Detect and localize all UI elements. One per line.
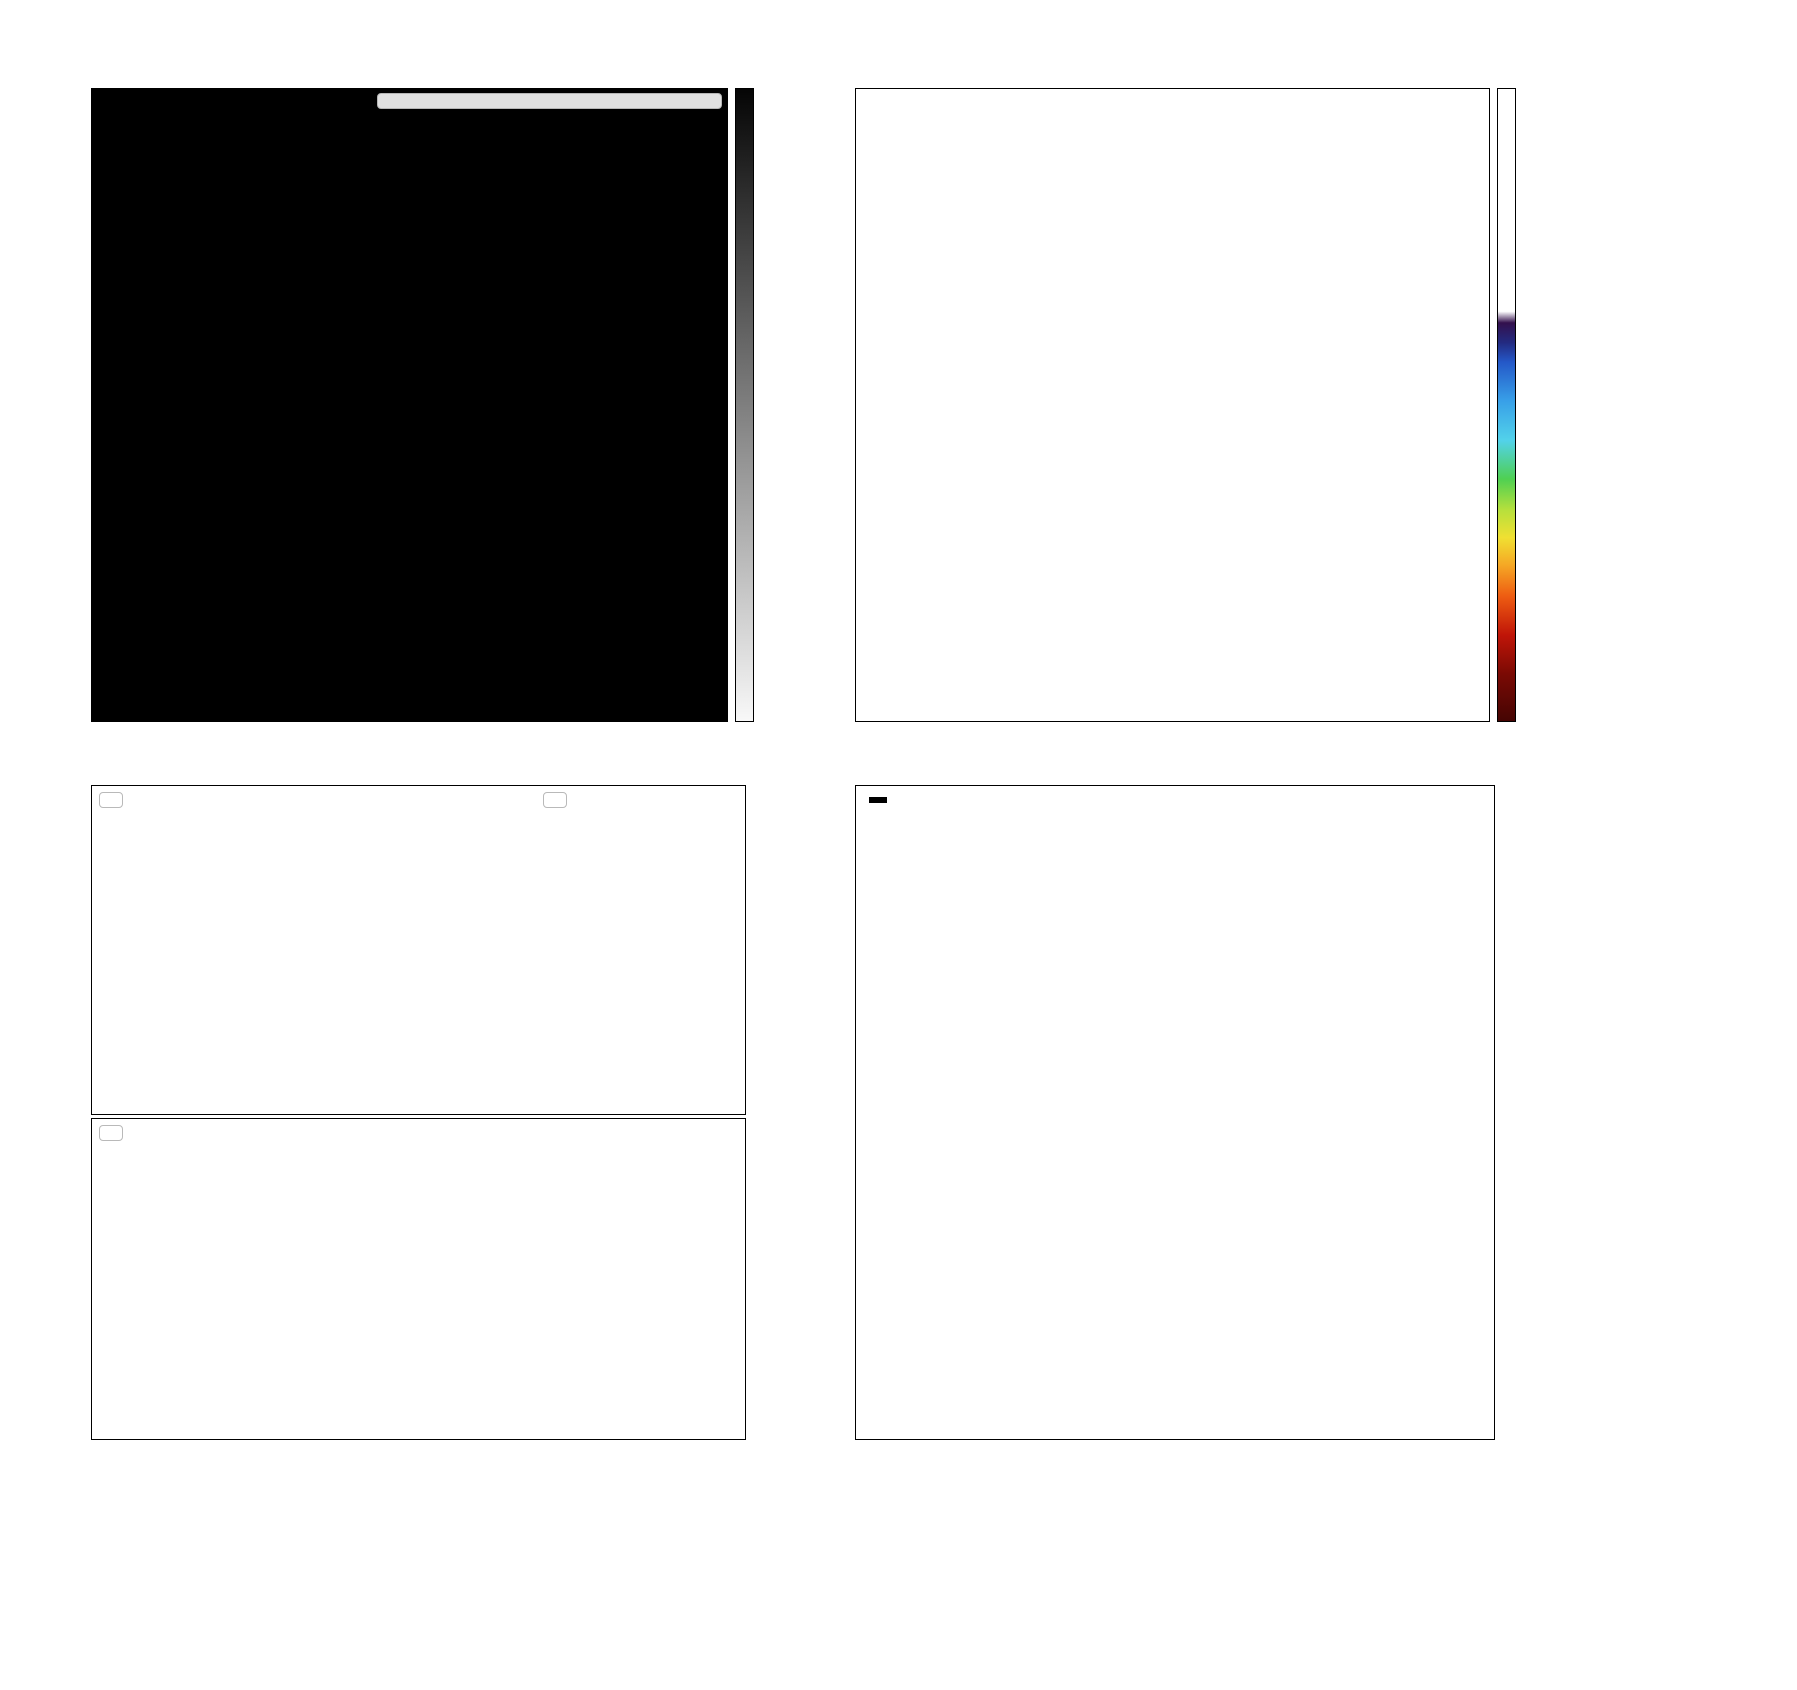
wind-pressure-chart xyxy=(91,785,746,1115)
wmg-panel xyxy=(855,785,1495,1440)
wmg-count-label xyxy=(869,797,887,803)
band14-colorbar xyxy=(735,88,754,722)
awv-satellite-image xyxy=(856,89,1489,721)
awv-colorbar xyxy=(1497,88,1516,722)
wmg-image xyxy=(856,786,1494,1439)
wind-legend xyxy=(99,792,123,808)
ace-chart xyxy=(91,1118,746,1440)
pressure-legend xyxy=(543,792,567,808)
awv-map xyxy=(855,88,1490,722)
copyright-label xyxy=(92,717,110,721)
band14-legend xyxy=(377,93,722,109)
band14-satellite-image xyxy=(92,89,727,721)
band14-map xyxy=(91,88,728,722)
ace-legend xyxy=(99,1125,123,1141)
